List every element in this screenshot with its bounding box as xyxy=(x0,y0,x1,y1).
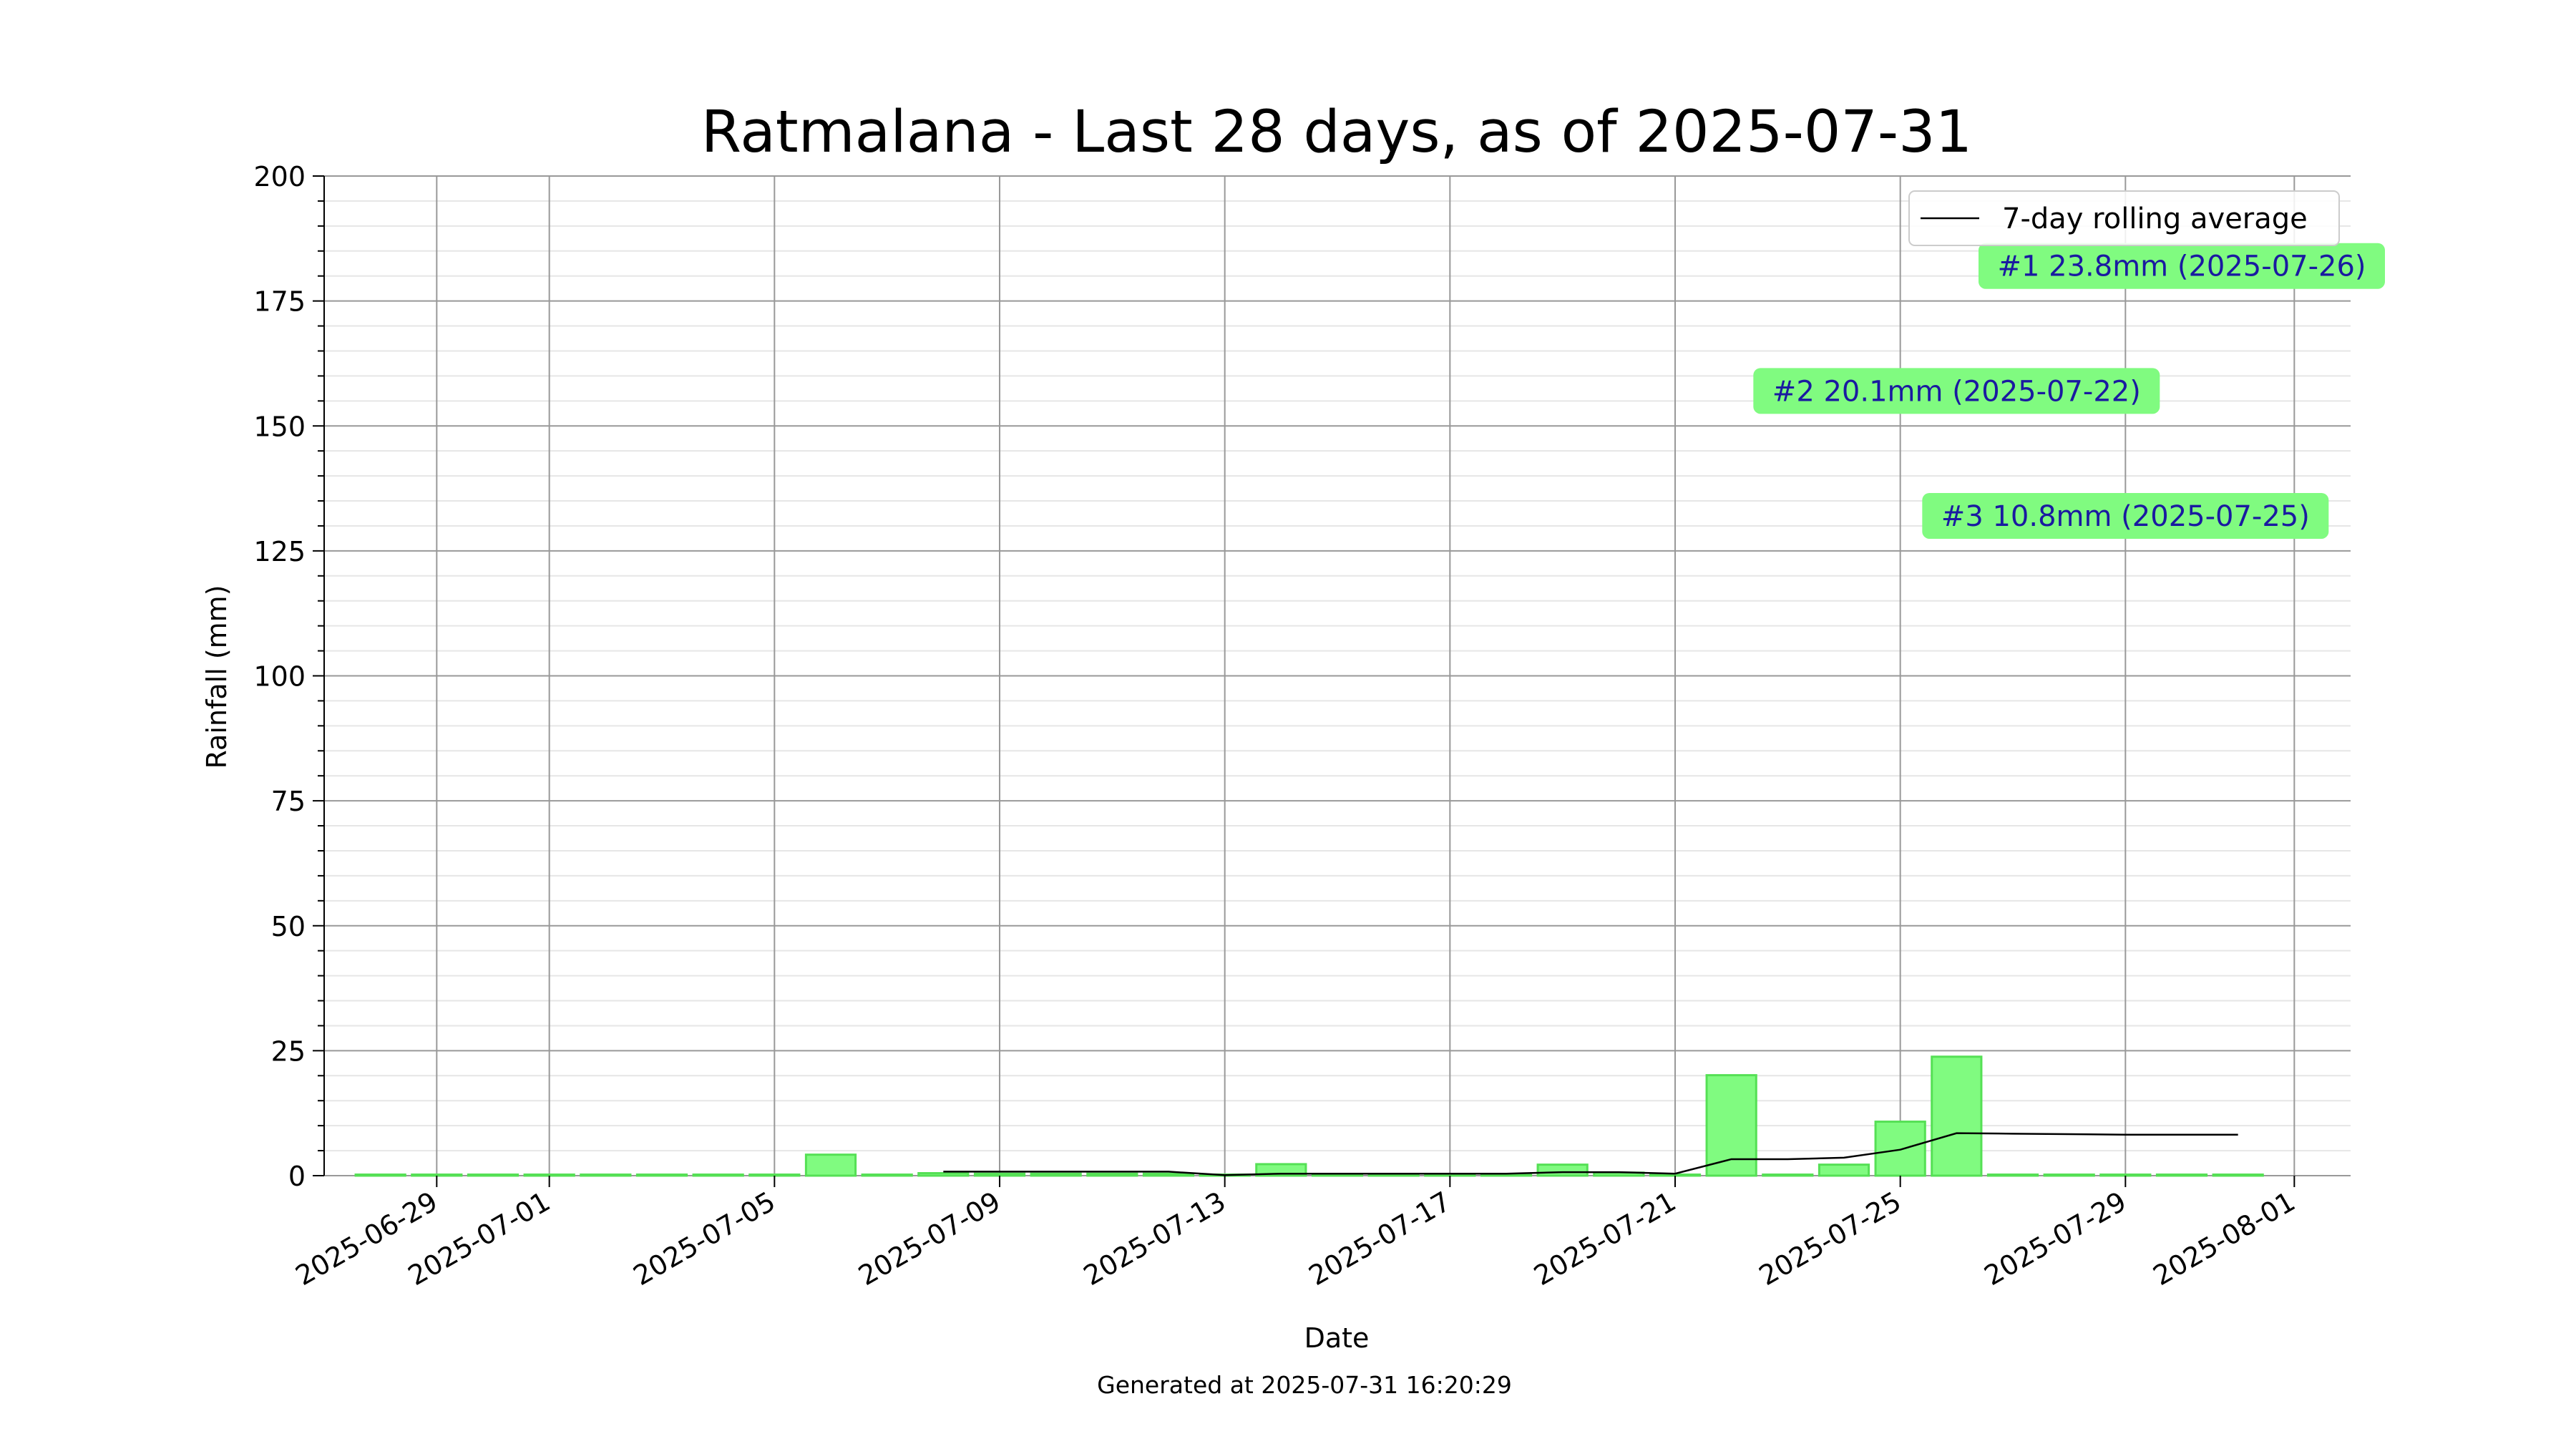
x-axis-label: Date xyxy=(1304,1322,1370,1354)
rainfall-bar xyxy=(861,1174,913,1177)
y-tick-label: 200 xyxy=(253,161,306,192)
x-tick-label: 2025-07-17 xyxy=(1304,1186,1456,1292)
rolling-average-layer xyxy=(943,1132,2238,1176)
rainfall-bar xyxy=(1705,1074,1757,1177)
legend-box xyxy=(1908,190,2340,246)
rainfall-bar xyxy=(1874,1121,1926,1177)
grid xyxy=(324,175,2351,1176)
rainfall-bar xyxy=(804,1153,857,1177)
y-tick-label: 175 xyxy=(253,286,306,318)
rainfall-bar xyxy=(2043,1174,2095,1177)
rainfall-bar xyxy=(2212,1174,2264,1177)
chart-title: Ratmalana - Last 28 days, as of 2025-07-… xyxy=(701,99,1972,166)
annotation-label: #1 23.8mm (2025-07-26) xyxy=(1997,250,2366,283)
x-tick-label: 2025-07-05 xyxy=(628,1186,781,1292)
rainfall-bar xyxy=(1086,1172,1138,1177)
rainfall-bar xyxy=(635,1174,688,1177)
y-tick-label: 75 xyxy=(271,786,306,817)
rainfall-bar xyxy=(411,1174,463,1177)
rainfall-bar xyxy=(1762,1174,1814,1177)
y-tick-label: 25 xyxy=(271,1035,306,1067)
rainfall-bar xyxy=(354,1174,406,1177)
rainfall-bar xyxy=(2099,1174,2152,1177)
rainfall-bar xyxy=(917,1172,970,1177)
rainfall-bar xyxy=(1536,1163,1589,1177)
x-tick-label: 2025-07-09 xyxy=(853,1186,1005,1292)
rainfall-bar xyxy=(467,1174,519,1177)
y-tick-label: 0 xyxy=(288,1161,306,1192)
y-tick-label: 50 xyxy=(271,911,306,942)
annotation-box xyxy=(1753,368,2160,414)
rolling-average-line xyxy=(943,1132,2238,1176)
annotation-label: #2 20.1mm (2025-07-22) xyxy=(1772,375,2141,408)
y-tick-label: 150 xyxy=(253,411,306,442)
rainfall-bar xyxy=(1818,1163,1870,1177)
annotations: #1 23.8mm (2025-07-26) #2 20.1mm (2025-07… xyxy=(1753,243,2385,539)
y-axis-label: Rainfall (mm) xyxy=(201,585,233,769)
rainfall-bar xyxy=(1986,1174,2039,1177)
rainfall-bar xyxy=(1931,1055,1983,1177)
rainfall-bar xyxy=(1142,1172,1195,1177)
y-tick-label: 100 xyxy=(253,661,306,693)
legend-label: 7-day rolling average xyxy=(2002,203,2308,235)
x-tick-label: 2025-08-01 xyxy=(2148,1186,2301,1292)
rainfall-bar xyxy=(523,1174,575,1177)
rainfall-bar xyxy=(748,1174,801,1177)
rainfall-bar xyxy=(973,1172,1026,1177)
rainfall-bars xyxy=(354,1055,2264,1177)
rainfall-bar xyxy=(1030,1172,1082,1177)
generated-footer: Generated at 2025-07-31 16:20:29 xyxy=(1097,1371,1512,1399)
x-tick-label: 2025-07-25 xyxy=(1754,1186,1906,1292)
annotation-box xyxy=(1922,492,2329,539)
rainfall-bar xyxy=(1649,1174,1702,1177)
rainfall-bar xyxy=(692,1174,744,1177)
annotation-box xyxy=(1979,243,2385,289)
legend: 7-day rolling average xyxy=(1908,190,2340,246)
x-tick-label: 2025-07-29 xyxy=(1979,1186,2132,1292)
x-tick-label: 2025-07-13 xyxy=(1078,1186,1231,1292)
rainfall-bar xyxy=(580,1174,632,1177)
annotation-label: #3 10.8mm (2025-07-25) xyxy=(1941,500,2310,533)
rainfall-bar xyxy=(1367,1174,1420,1177)
rainfall-bar xyxy=(2155,1174,2208,1177)
rainfall-bar xyxy=(1480,1174,1533,1177)
rainfall-bar xyxy=(1424,1174,1476,1177)
x-tick-label: 2025-07-21 xyxy=(1528,1186,1681,1292)
rainfall-bar xyxy=(1311,1174,1364,1177)
y-tick-label: 125 xyxy=(253,536,306,567)
